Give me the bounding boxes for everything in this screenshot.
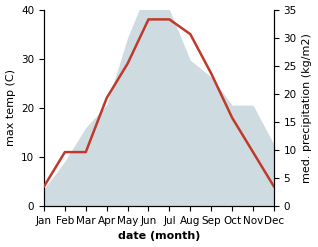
Y-axis label: med. precipitation (kg/m2): med. precipitation (kg/m2): [302, 33, 313, 183]
X-axis label: date (month): date (month): [118, 231, 200, 242]
Y-axis label: max temp (C): max temp (C): [5, 69, 16, 146]
